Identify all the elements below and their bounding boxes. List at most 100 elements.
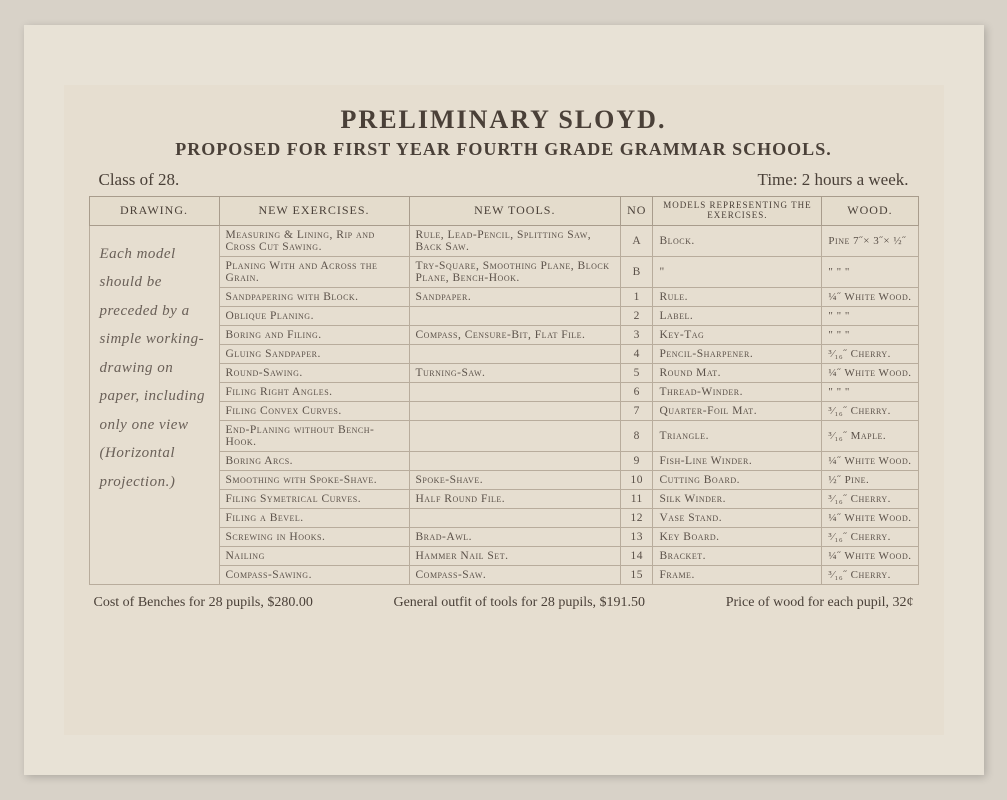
drawing-note: Each model should be preceded by a simpl… xyxy=(89,225,219,584)
col-exercises: NEW EXERCISES. xyxy=(219,197,409,226)
table-header-row: DRAWING. NEW EXERCISES. NEW TOOLS. No MO… xyxy=(89,197,918,226)
tool-cell: Half Round File. xyxy=(409,489,621,508)
curriculum-table: DRAWING. NEW EXERCISES. NEW TOOLS. No MO… xyxy=(89,196,919,585)
col-drawing: DRAWING. xyxy=(89,197,219,226)
model-cell: Silk Winder. xyxy=(653,489,822,508)
document-title: PRELIMINARY SLOYD. xyxy=(89,105,919,135)
tool-cell: Try-Square, Smoothing Plane, Block Plane… xyxy=(409,256,621,287)
cost-benches: Cost of Benches for 28 pupils, $280.00 xyxy=(94,595,313,611)
number-cell: 8 xyxy=(621,420,653,451)
model-cell: Pencil-Sharpener. xyxy=(653,344,822,363)
model-cell: Key Board. xyxy=(653,527,822,546)
class-size: Class of 28. xyxy=(99,170,180,190)
number-cell: 3 xyxy=(621,325,653,344)
model-cell: Label. xyxy=(653,306,822,325)
model-cell: " xyxy=(653,256,822,287)
model-cell: Block. xyxy=(653,225,822,256)
exercise-cell: Sandpapering with Block. xyxy=(219,287,409,306)
cost-wood: Price of wood for each pupil, 32¢ xyxy=(726,595,914,611)
tool-cell xyxy=(409,508,621,527)
cost-tools: General outfit of tools for 28 pupils, $… xyxy=(393,595,645,611)
exercise-cell: Measuring & Lining, Rip and Cross Cut Sa… xyxy=(219,225,409,256)
model-cell: Round Mat. xyxy=(653,363,822,382)
tool-cell: Spoke-Shave. xyxy=(409,470,621,489)
wood-cell: ¼˝ White Wood. xyxy=(822,287,918,306)
model-cell: Triangle. xyxy=(653,420,822,451)
number-cell: 1 xyxy=(621,287,653,306)
wood-cell: ³⁄₁₆˝ Cherry. xyxy=(822,565,918,584)
model-cell: Fish-Line Winder. xyxy=(653,451,822,470)
tool-cell xyxy=(409,401,621,420)
time-per-week: Time: 2 hours a week. xyxy=(758,170,909,190)
wood-cell: " " " xyxy=(822,256,918,287)
wood-cell: ¼˝ White Wood. xyxy=(822,451,918,470)
wood-cell: " " " xyxy=(822,306,918,325)
number-cell: 9 xyxy=(621,451,653,470)
exercise-cell: Round-Sawing. xyxy=(219,363,409,382)
number-cell: B xyxy=(621,256,653,287)
number-cell: 11 xyxy=(621,489,653,508)
number-cell: 7 xyxy=(621,401,653,420)
number-cell: 13 xyxy=(621,527,653,546)
col-no: No xyxy=(621,197,653,226)
model-cell: Cutting Board. xyxy=(653,470,822,489)
exercise-cell: Boring and Filing. xyxy=(219,325,409,344)
exercise-cell: Filing Convex Curves. xyxy=(219,401,409,420)
number-cell: 15 xyxy=(621,565,653,584)
tool-cell: Compass-Saw. xyxy=(409,565,621,584)
model-cell: Quarter-Foil Mat. xyxy=(653,401,822,420)
col-wood: WOOD. xyxy=(822,197,918,226)
tool-cell xyxy=(409,306,621,325)
exercise-cell: Screwing in Hooks. xyxy=(219,527,409,546)
tool-cell: Brad-Awl. xyxy=(409,527,621,546)
number-cell: 14 xyxy=(621,546,653,565)
tool-cell: Hammer Nail Set. xyxy=(409,546,621,565)
number-cell: 10 xyxy=(621,470,653,489)
photo-frame: PRELIMINARY SLOYD. PROPOSED FOR FIRST YE… xyxy=(24,25,984,775)
wood-cell: ¼˝ White Wood. xyxy=(822,508,918,527)
model-cell: Thread-Winder. xyxy=(653,382,822,401)
number-cell: 12 xyxy=(621,508,653,527)
exercise-cell: Oblique Planing. xyxy=(219,306,409,325)
wood-cell: ¼˝ White Wood. xyxy=(822,546,918,565)
wood-cell: Pine 7˝× 3˝× ½˝ xyxy=(822,225,918,256)
exercise-cell: Smoothing with Spoke-Shave. xyxy=(219,470,409,489)
wood-cell: ³⁄₁₆˝ Maple. xyxy=(822,420,918,451)
exercise-cell: Planing With and Across the Grain. xyxy=(219,256,409,287)
tool-cell xyxy=(409,382,621,401)
number-cell: 4 xyxy=(621,344,653,363)
col-tools: NEW TOOLS. xyxy=(409,197,621,226)
tool-cell xyxy=(409,451,621,470)
number-cell: 6 xyxy=(621,382,653,401)
number-cell: 2 xyxy=(621,306,653,325)
exercise-cell: Gluing Sandpaper. xyxy=(219,344,409,363)
document-subtitle: PROPOSED FOR FIRST YEAR FOURTH GRADE GRA… xyxy=(89,139,919,160)
wood-cell: ³⁄₁₆˝ Cherry. xyxy=(822,489,918,508)
wood-cell: ³⁄₁₆˝ Cherry. xyxy=(822,401,918,420)
exercise-cell: Filing Right Angles. xyxy=(219,382,409,401)
table-row: Each model should be preceded by a simpl… xyxy=(89,225,918,256)
number-cell: A xyxy=(621,225,653,256)
wood-cell: ³⁄₁₆˝ Cherry. xyxy=(822,527,918,546)
exercise-cell: Nailing xyxy=(219,546,409,565)
wood-cell: " " " xyxy=(822,382,918,401)
exercise-cell: Filing Symetrical Curves. xyxy=(219,489,409,508)
col-models: MODELS REPRESENTING THE EXERCISES. xyxy=(653,197,822,226)
tool-cell: Rule, Lead-Pencil, Splitting Saw, Back S… xyxy=(409,225,621,256)
tool-cell xyxy=(409,420,621,451)
model-cell: Rule. xyxy=(653,287,822,306)
tool-cell: Compass, Censure-Bit, Flat File. xyxy=(409,325,621,344)
wood-cell: ½˝ Pine. xyxy=(822,470,918,489)
model-cell: Vase Stand. xyxy=(653,508,822,527)
exercise-cell: Filing a Bevel. xyxy=(219,508,409,527)
document: PRELIMINARY SLOYD. PROPOSED FOR FIRST YE… xyxy=(64,85,944,735)
exercise-cell: End-Planing without Bench-Hook. xyxy=(219,420,409,451)
table-body: Each model should be preceded by a simpl… xyxy=(89,225,918,584)
wood-cell: ¼˝ White Wood. xyxy=(822,363,918,382)
exercise-cell: Boring Arcs. xyxy=(219,451,409,470)
footer-row: Cost of Benches for 28 pupils, $280.00 G… xyxy=(89,595,919,611)
model-cell: Key-Tag xyxy=(653,325,822,344)
model-cell: Bracket. xyxy=(653,546,822,565)
number-cell: 5 xyxy=(621,363,653,382)
tool-cell xyxy=(409,344,621,363)
